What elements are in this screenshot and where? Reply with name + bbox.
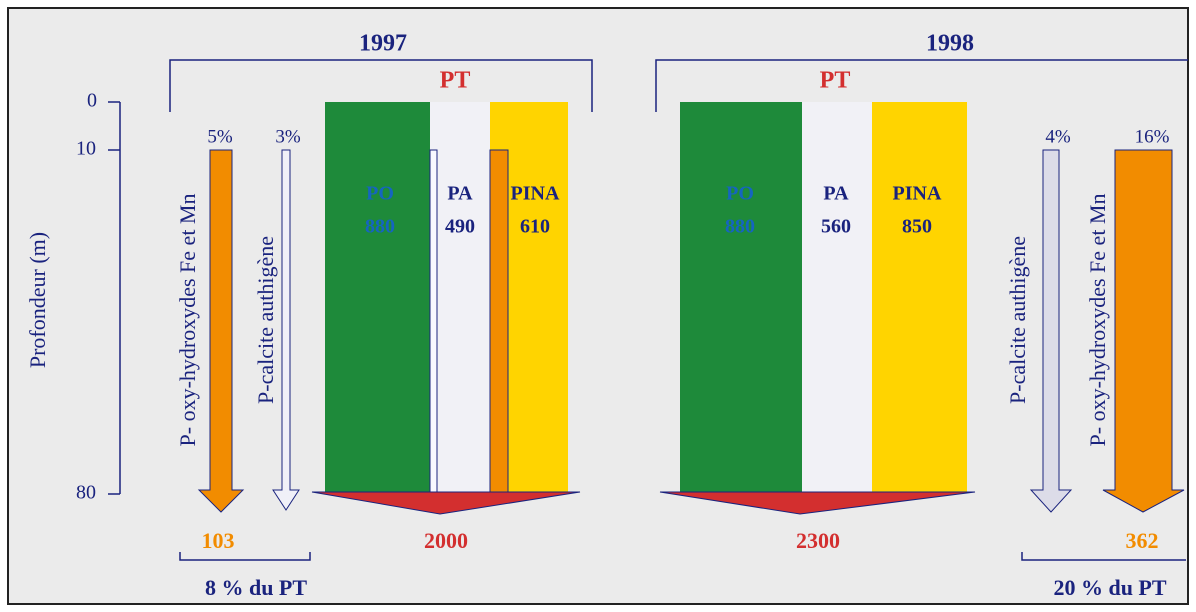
- flux-label: P-calcite authigène: [1005, 236, 1030, 404]
- bracket: [655, 59, 1188, 112]
- oxy-arrow: [1102, 149, 1185, 513]
- bar-po: [325, 102, 430, 492]
- share: 20 % du PT: [1053, 575, 1166, 600]
- percent: 5%: [207, 126, 233, 147]
- year: 1998: [926, 31, 974, 57]
- bar-value: 880: [725, 216, 755, 238]
- oxy-strip: [489, 149, 509, 493]
- total-wedge: [659, 491, 976, 515]
- pt-label: PT: [820, 68, 851, 94]
- bar-pa: [430, 102, 490, 492]
- calcite-arrow: [1029, 149, 1073, 513]
- bar-labels: PO 880 PA 490 PINA 610: [365, 183, 560, 238]
- bar-name: PO: [726, 183, 754, 205]
- flux-label: P-calcite authigène: [253, 236, 278, 404]
- percent: 3%: [275, 126, 301, 147]
- depth-axis: [108, 101, 121, 495]
- flux-label: P- oxy-hydroxydes Fe et Mn: [1085, 194, 1110, 447]
- bar-pa: [802, 102, 872, 492]
- total-wedge: [311, 491, 581, 515]
- share-bracket: [179, 552, 311, 561]
- flux-label: P- oxy-hydroxydes Fe et Mn: [175, 194, 200, 447]
- total: 2000: [424, 528, 468, 553]
- flux-value: 362: [1126, 528, 1159, 553]
- bar-pina: [872, 102, 967, 492]
- bar-value: 560: [821, 216, 851, 238]
- share-bracket: [1021, 552, 1186, 561]
- flux-value: 103: [202, 528, 235, 553]
- pt-label: PT: [440, 68, 471, 94]
- bracket: [169, 59, 593, 112]
- bar-name: PINA: [893, 183, 942, 205]
- bar-po: [680, 102, 802, 492]
- calcite-arrow: [272, 149, 300, 511]
- tick-label: 80: [76, 482, 96, 504]
- axis-title: Profondeur (m): [25, 232, 50, 368]
- bar-labels: PO 880 PA 560 PINA 850: [725, 183, 942, 238]
- percent: 4%: [1045, 126, 1071, 147]
- tick-label: 10: [76, 138, 96, 160]
- year: 1997: [359, 31, 407, 57]
- frame: [7, 7, 1189, 605]
- bar-value: 610: [520, 216, 550, 238]
- calcite-strip: [429, 149, 438, 493]
- total: 2300: [796, 528, 840, 553]
- share: 8 % du PT: [205, 575, 307, 600]
- bar-name: PO: [366, 183, 394, 205]
- bar-name: PINA: [511, 183, 560, 205]
- percent: 16%: [1135, 126, 1170, 147]
- bar-value: 850: [902, 216, 932, 238]
- bar-value: 880: [365, 216, 395, 238]
- depth-ticks: 0 10 80: [76, 90, 97, 504]
- tick-label: 0: [87, 90, 97, 112]
- oxy-arrow: [197, 149, 245, 513]
- bar-name: PA: [823, 183, 849, 205]
- bar-value: 490: [445, 216, 475, 238]
- bar-name: PA: [447, 183, 473, 205]
